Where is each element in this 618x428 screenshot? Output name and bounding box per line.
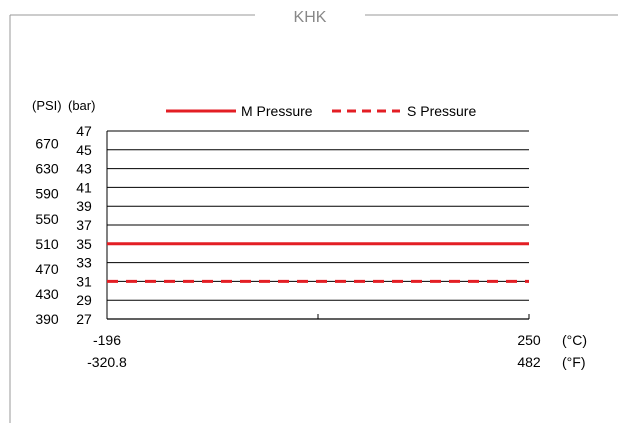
y-tick-label-bar-43: 43 — [76, 161, 92, 177]
y-tick-label-psi-550: 550 — [35, 211, 59, 227]
y-tick-label-bar-27: 27 — [76, 311, 92, 327]
x-tick-label-f-1: 482 — [517, 354, 541, 370]
chart-frame — [9, 14, 618, 423]
gridlines — [107, 130, 529, 320]
y-tick-label-bar-47: 47 — [76, 123, 92, 139]
y-tick-label-bar-35: 35 — [76, 236, 92, 252]
legend-label-m-pressure: M Pressure — [241, 103, 313, 119]
x-tick-label-c-1: 250 — [517, 332, 541, 348]
y-tick-label-psi-390: 390 — [35, 311, 59, 327]
y-tick-label-psi-630: 630 — [35, 161, 59, 177]
y-tick-label-bar-31: 31 — [76, 273, 92, 289]
x-tick-label-f-0: -320.8 — [87, 354, 127, 370]
x-tick-label-c-0: -196 — [93, 332, 121, 348]
y-tick-label-bar-37: 37 — [76, 217, 92, 233]
y-units-psi: (PSI) — [32, 98, 62, 113]
tick-labels: 27 29 31 33 35 37 39 41 43 45 47 390 430 470 510 550 590… — [35, 123, 541, 370]
y-tick-label-psi-470: 470 — [35, 261, 59, 277]
legend-label-s-pressure: S Pressure — [407, 103, 476, 119]
y-tick-label-bar-39: 39 — [76, 198, 92, 214]
x-units-celsius: (°C) — [562, 332, 587, 348]
y-tick-label-psi-510: 510 — [35, 236, 59, 252]
chart-title: KHK — [294, 9, 327, 26]
axes — [106, 131, 530, 320]
y-tick-label-psi-590: 590 — [35, 186, 59, 202]
y-tick-label-bar-33: 33 — [76, 255, 92, 271]
y-tick-label-bar-41: 41 — [76, 179, 92, 195]
legend: M Pressure S Pressure — [166, 103, 476, 119]
y-tick-label-psi-430: 430 — [35, 286, 59, 302]
y-tick-label-psi-670: 670 — [35, 136, 59, 152]
x-units-fahrenheit: (°F) — [562, 354, 585, 370]
series — [107, 242, 529, 283]
y-units-bar: (bar) — [68, 98, 95, 113]
y-tick-label-bar-29: 29 — [76, 292, 92, 308]
y-tick-label-bar-45: 45 — [76, 142, 92, 158]
